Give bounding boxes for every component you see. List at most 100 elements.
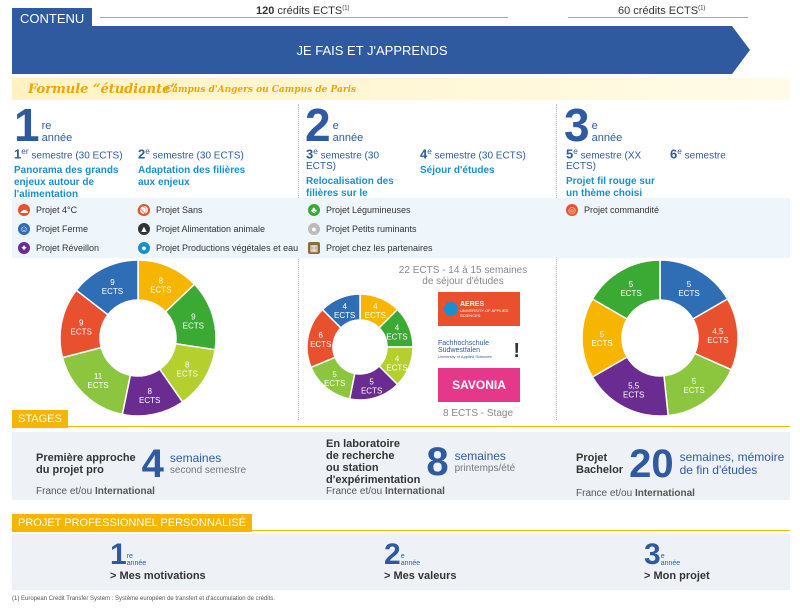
stages-label: STAGES [18,413,62,425]
stage-3-where: France et/ou International [576,488,695,499]
stage-3: Projet Bachelor 20 semaines, mémoire de … [576,444,784,484]
semester-6-sup: e [677,146,682,156]
aeres-sub: UNIVERSITY OF APPLIED SCIENCES [460,307,509,318]
ppp-3-text: > Mon projet [644,570,710,582]
credits-left-unit: crédits ECTS [277,5,343,17]
semester-2-title: Adaptation des filières aux enjeux [138,165,246,189]
donut-2-unit-label: ECTS [324,379,345,388]
semester-2-sup: e [145,146,150,156]
footnote: (1) European Credit Transfer System : Sy… [12,596,275,602]
semester-5-number: 5 [566,146,574,162]
project-label: Projet chez les partenaires [326,243,433,253]
donut-1-unit-label: ECTS [177,370,198,379]
semester-6: 6e semestre [670,146,770,161]
donut-1-unit-label: ECTS [87,381,108,390]
aeres-logo: AERES UNIVERSITY OF APPLIED SCIENCES [438,292,520,326]
stage-2-lead3: ou station [326,462,379,474]
project-label: Projet commandité [584,205,660,215]
donut-2-unit-label: ECTS [386,363,407,372]
year-2-suffix: e [332,120,339,132]
donut-3-unit-label: ECTS [620,289,641,298]
clover-icon: ♣ [308,204,320,216]
ppp-1-number: 1 [110,538,127,571]
stage-3-unit2: de fin d'études [679,463,758,477]
stage-1-where-bold: International [94,486,155,497]
stage-3-where-text: France et/ou [576,488,633,499]
semester-3-text: semestre (30 ECTS) [306,150,380,173]
donut-2-unit-label: ECTS [386,333,407,342]
project-item: ♣ Projet Légumineuses [308,204,433,216]
donut-2-unit-label: ECTS [361,386,382,395]
donut-1-unit-label: ECTS [150,286,171,295]
fh-line3: University of Applied Sciences [438,354,492,359]
semester-2: 2e semestre (30 ECTS) Adaptation des fil… [138,146,258,189]
ppp-1-word: année [126,560,147,567]
credits-arrow-left [100,17,508,18]
semester-4: 4e semestre (30 ECTS) Séjour d'études [420,146,540,177]
donut-1-unit-label: ECTS [139,396,160,405]
semester-4-title: Séjour d'études [420,165,495,177]
footnote-mark-left: (1) [342,5,350,12]
target-icon: ◎ [566,204,578,216]
ppp-2-text: > Mes valeurs [384,570,457,582]
banner-text: JE FAIS ET J'APPRENDS [296,42,448,58]
aeres-title: AERES [460,300,485,308]
ppp-tag: PROJET PROFESSIONNEL PERSONNALISÉ [12,514,253,532]
donut-3-value-label: 4,5 [712,327,724,336]
ppp-3-sup: e [660,553,665,560]
project-item: ☁ Projet 4°C [18,204,99,216]
stage-1-unit1: semaines [169,451,222,465]
stage-1: Première approche du projet pro 4 semain… [36,444,246,484]
donut-3-value-label: 5 [692,377,697,386]
project-label: Projet 4°C [36,205,78,215]
savonia-logo: SAVONIA [438,368,520,402]
project-label: Projet Légumineuses [326,205,411,215]
year-3-suffix: e [591,120,598,132]
donut-1-value-label: 11 [94,372,103,381]
donut-1-segment [75,259,139,316]
donut-2-value-label: 4 [373,302,378,311]
semester-5-title: Projet fil rouge sur un thème choisi [566,176,655,200]
credits-left-number: 120 [256,5,275,17]
semester-5: 5e semestre (XX ECTS) Projet fil rouge s… [566,146,666,200]
project-item: ● Projet Petits ruminants [308,223,433,235]
semester-1-number: 1 [14,146,22,162]
ppp-2-number: 2 [384,538,401,571]
donut-3-unit-label: ECTS [707,336,728,345]
contenu-label: CONTENU [20,11,85,26]
project-item: ⃠ Projet Sans [138,204,298,216]
stage-2-lead1: En laboratoire [326,438,400,450]
stage-1-number: 4 [141,442,164,486]
footnote-mark-right: (1) [698,5,706,12]
stages-band [12,432,790,500]
year-3-word: année [591,132,623,144]
semester-3-sup: e [313,146,318,156]
ppp-2-sup: e [400,553,405,560]
semester-6-text: semestre [684,150,726,162]
semester-2-number: 2 [138,146,146,162]
project-label: Projet Réveillon [36,243,100,253]
donut-1-value-label: 9 [191,313,196,322]
cloud-icon: ☁ [18,204,30,216]
main-banner: JE FAIS ET J'APPRENDS [12,26,732,74]
stage-2: En laboratoire de recherche ou station d… [326,438,515,486]
credits-left: 120 crédits ECTS(1) [250,5,356,17]
building-icon: ▦ [308,242,320,254]
ppp-item-2: 2 e année > Mes valeurs [384,538,457,583]
stage-1-unit2: second semestre [169,465,247,476]
donut-3-segment [591,259,661,321]
year-1: 1 re année [14,102,72,148]
year-2-number: 2 [305,99,331,151]
stage-3-number: 20 [629,442,674,486]
mid-top-text: 22 ECTS - 14 à 15 semaines de séjour d'é… [388,265,538,287]
project-item: ✦ Projet Réveillon [18,242,99,254]
projects-col-1: ☁ Projet 4°C ☺ Projet Ferme ✦ Projet Réveil… [18,204,99,254]
stage-2-number: 8 [426,440,449,484]
project-item: ☺ Projet Ferme [18,223,99,235]
donut-2-value-label: 4 [395,324,400,333]
sheep-icon: ● [308,223,320,235]
ppp-1-sup: re [126,553,133,560]
year-2-word: année [332,132,364,144]
